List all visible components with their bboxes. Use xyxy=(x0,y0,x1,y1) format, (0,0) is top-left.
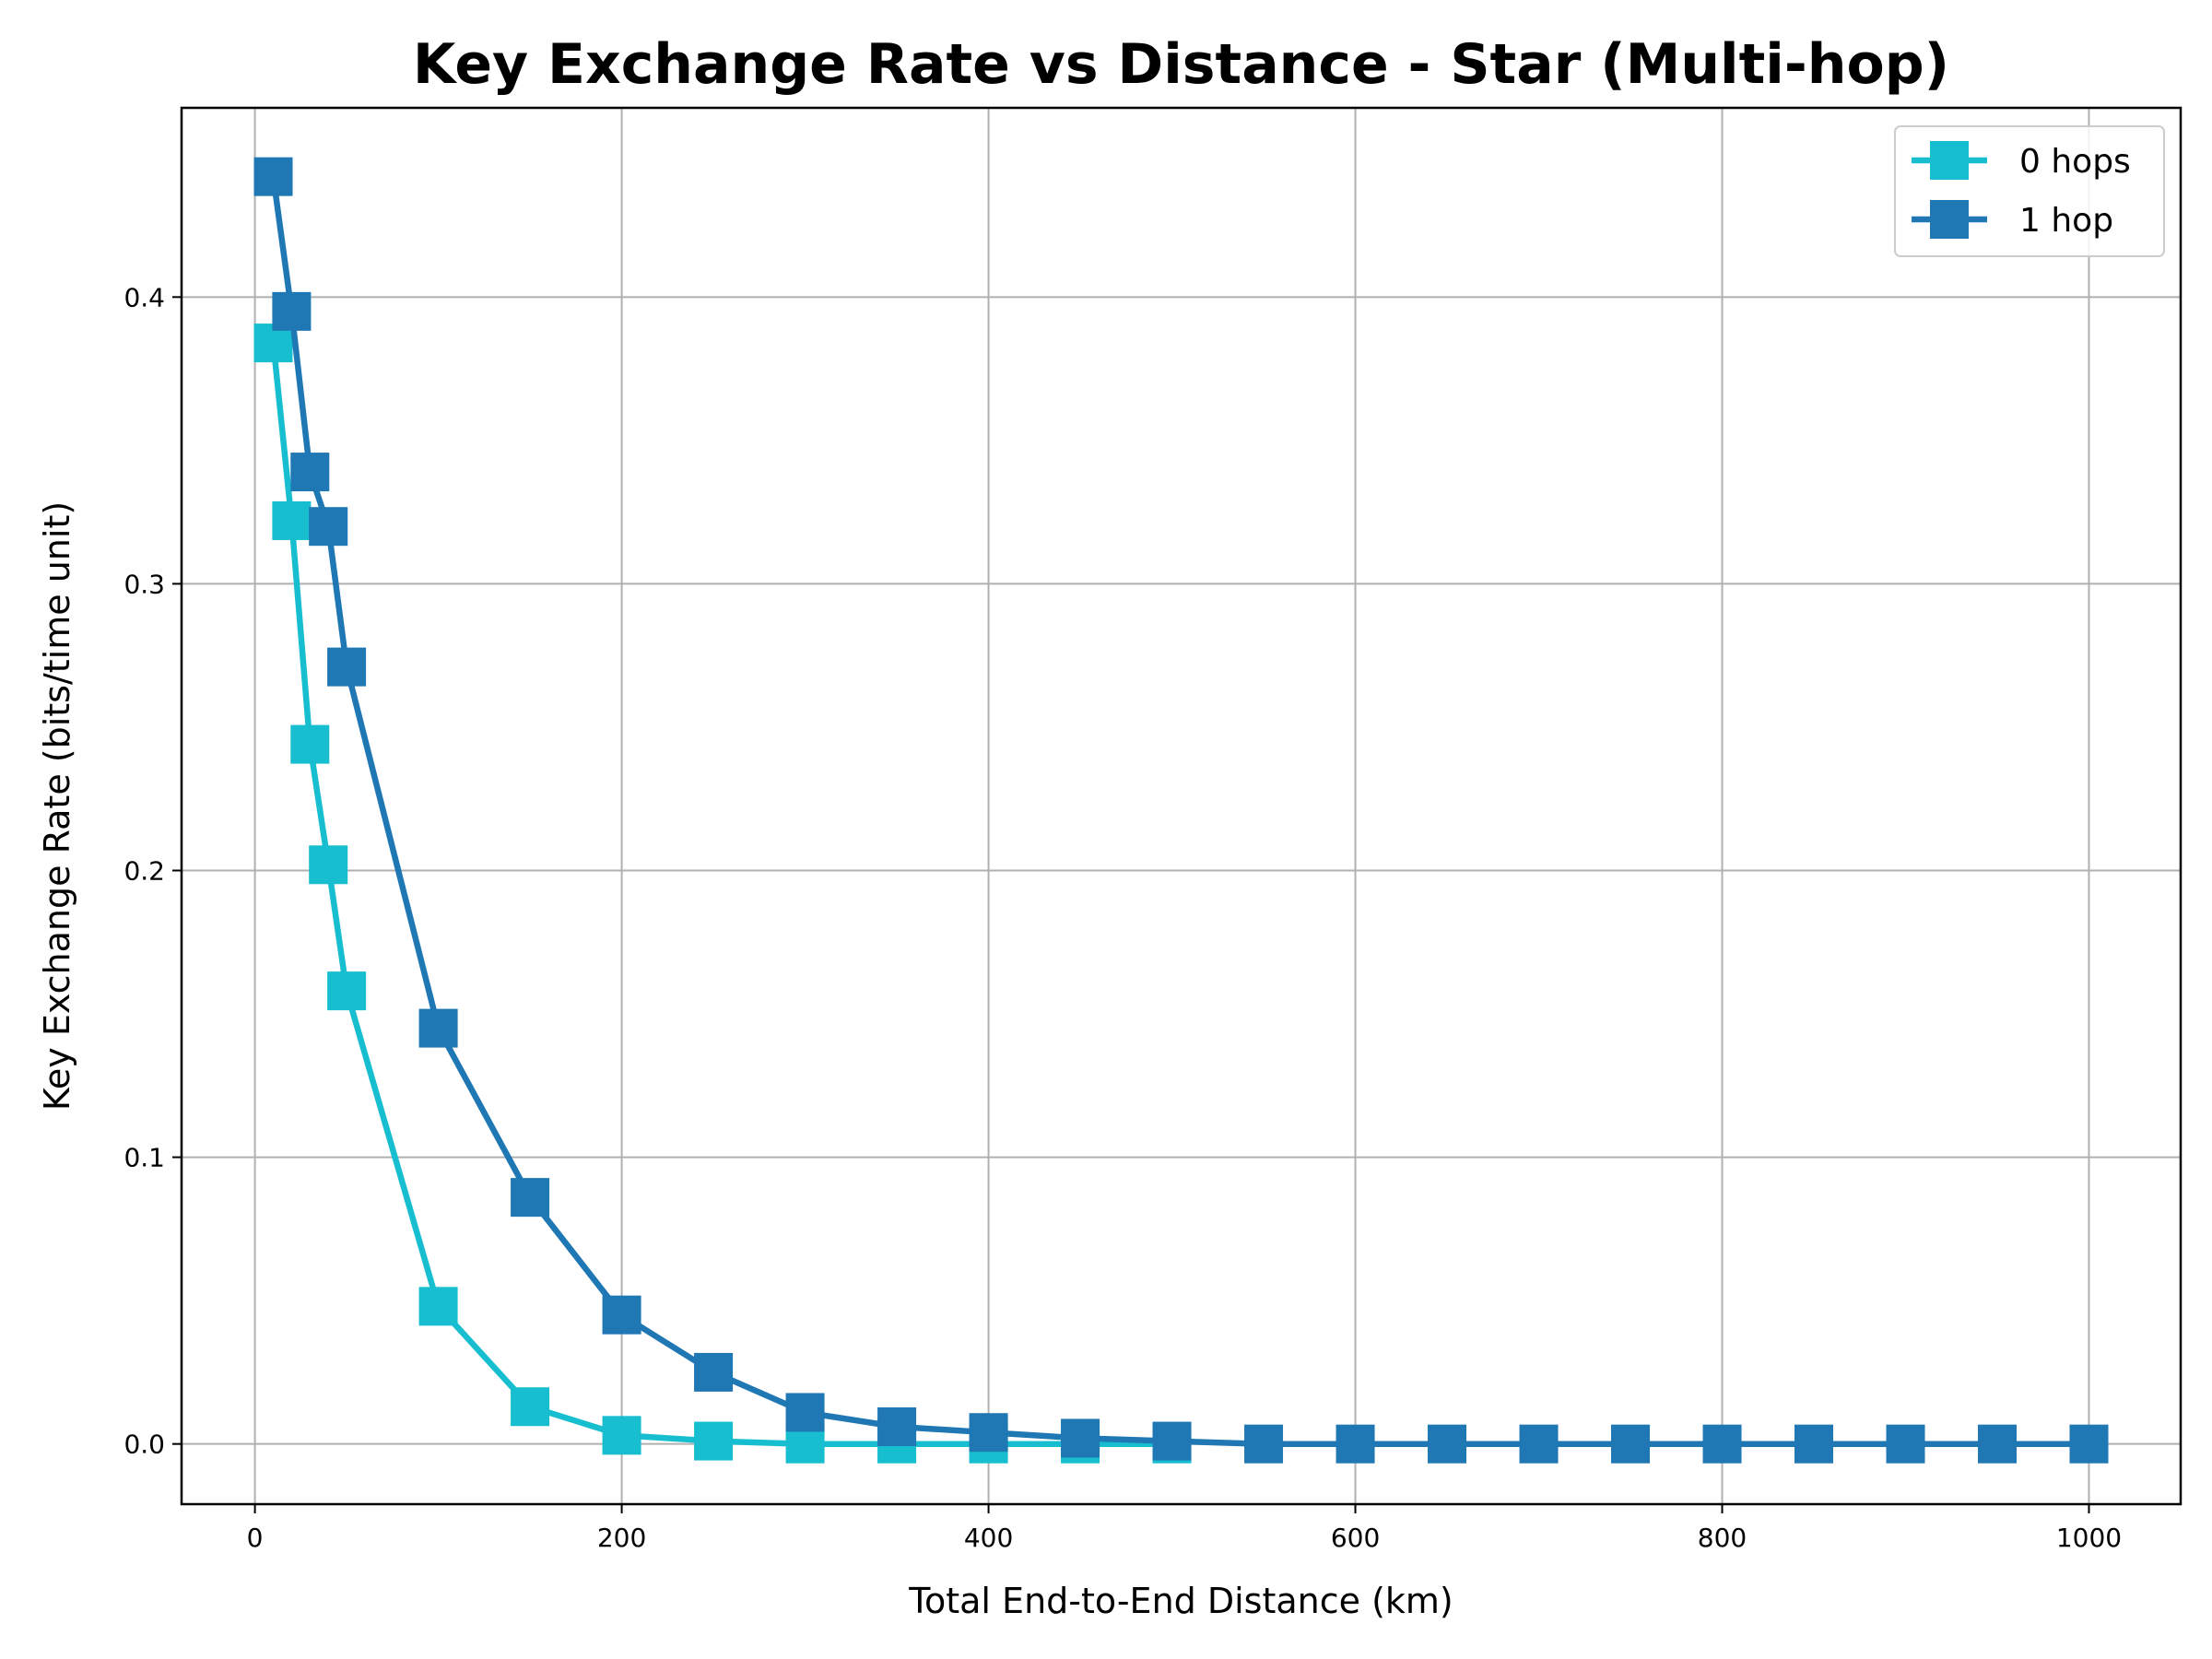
legend-label: 1 hop xyxy=(2019,202,2113,240)
x-tick-label: 600 xyxy=(1331,1523,1380,1553)
y-tick-label: 0.1 xyxy=(124,1143,165,1173)
y-tick-label: 0.4 xyxy=(124,282,165,312)
chart-title: Key Exchange Rate vs Distance - Star (Mu… xyxy=(413,32,1949,97)
y-tick-label: 0.0 xyxy=(124,1430,165,1460)
data-point xyxy=(1244,1424,1284,1464)
y-axis-label: Key Exchange Rate (bits/time unit) xyxy=(37,501,77,1111)
data-point xyxy=(309,507,348,547)
series-layer xyxy=(253,157,2109,1464)
data-point xyxy=(327,647,367,687)
y-tick-label: 0.2 xyxy=(124,855,165,886)
legend-marker xyxy=(1930,200,1969,239)
series-1 xyxy=(253,157,2109,1464)
data-point xyxy=(1061,1418,1100,1458)
data-point xyxy=(2069,1424,2109,1464)
x-axis-label: Total End-to-End Distance (km) xyxy=(908,1581,1453,1621)
data-point xyxy=(694,1421,734,1461)
grid xyxy=(182,108,2181,1504)
data-point xyxy=(1886,1424,1925,1464)
data-point xyxy=(785,1393,825,1432)
legend: 0 hops 1 hop xyxy=(1894,125,2165,257)
x-tick-label: 0 xyxy=(247,1523,264,1553)
data-point xyxy=(253,157,293,196)
plot-area-frame xyxy=(180,106,2183,1506)
legend-label: 0 hops xyxy=(2019,143,2131,181)
data-point xyxy=(272,500,312,540)
data-point xyxy=(1794,1424,1834,1464)
data-point xyxy=(290,724,330,764)
legend-marker xyxy=(1930,141,1969,180)
data-point xyxy=(511,1387,550,1427)
data-point xyxy=(1611,1424,1651,1464)
data-point xyxy=(272,291,312,331)
x-tick-label: 1000 xyxy=(2056,1523,2122,1553)
data-point xyxy=(327,971,367,1011)
data-point xyxy=(309,845,348,885)
data-point xyxy=(602,1416,641,1455)
data-point xyxy=(969,1413,1008,1453)
data-point xyxy=(1335,1424,1375,1464)
data-point xyxy=(1978,1424,2018,1464)
data-point xyxy=(1702,1424,1742,1464)
data-point xyxy=(1428,1424,1467,1464)
data-point xyxy=(694,1352,734,1392)
data-point xyxy=(418,1008,458,1048)
x-tick-label: 200 xyxy=(597,1523,646,1553)
data-point xyxy=(1152,1421,1192,1461)
x-tick-label: 800 xyxy=(1698,1523,1747,1553)
data-point xyxy=(877,1407,917,1447)
data-point xyxy=(418,1287,458,1326)
axis-ticks: 0 200 400 600 800 1000 0.0 0.1 0.2 0.3 0.4 xyxy=(124,282,2122,1553)
y-tick-label: 0.3 xyxy=(124,569,165,599)
x-tick-label: 400 xyxy=(964,1523,1013,1553)
data-point xyxy=(1519,1424,1559,1464)
data-point xyxy=(290,453,330,492)
data-point xyxy=(602,1295,641,1335)
data-point xyxy=(511,1178,550,1218)
